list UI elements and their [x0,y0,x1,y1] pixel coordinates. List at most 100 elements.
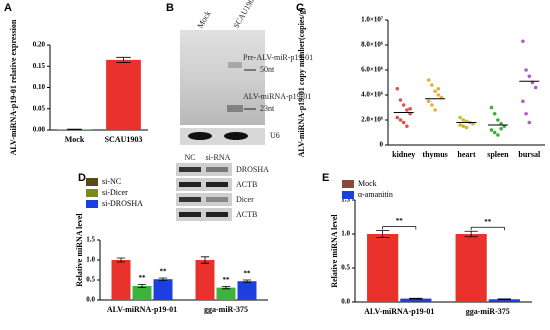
data-point [408,106,412,111]
data-point [398,118,403,122]
data-point [395,86,400,91]
y-tick-label: 0.5 [341,264,350,272]
y-tick-label: 1.5 [86,236,95,244]
data-point [499,126,503,131]
legend-label: α-amanitin [358,190,393,199]
legend-swatch [342,191,354,199]
significance: ** [223,276,231,284]
data-point [533,85,538,90]
bar [367,234,399,302]
control-label: U6 [270,131,280,140]
data-point [398,98,403,102]
error-bar [67,128,82,131]
x-tick-label: kidney [392,150,415,159]
data-point [464,125,469,130]
error-bar [376,230,390,238]
error-bar [497,298,511,301]
protein-label: Dicer [236,195,254,204]
blot-band [179,197,201,202]
bar [195,260,215,300]
y-tick-label: 0.10 [33,83,46,91]
data-point [521,99,525,104]
protein-label: ACTB [236,180,257,189]
data-point [436,86,441,91]
blot-band [206,197,228,202]
data-point [496,118,500,122]
legend-label: si-NC [102,177,121,186]
y-tick-label: 0.20 [33,41,46,49]
protein-label: DROSHA [236,165,269,174]
error-bar [116,56,131,63]
y-axis-label: ALV-miRNA-p19-01 relative expression [9,19,18,155]
data-point [524,111,528,116]
legend-swatch [86,200,98,208]
error-bar [221,286,231,290]
data-point [461,118,466,122]
y-tick-label: 0.0 [341,298,350,306]
data-point [401,103,406,107]
bar [132,286,152,300]
blot-band [227,105,243,112]
data-point [489,128,494,132]
y-axis-label: Relative miRNA level [75,213,84,287]
data-point [458,123,462,127]
legend-swatch [86,189,98,197]
y-tick-label: 0.0 [86,296,95,304]
data-point [461,124,466,129]
x-tick-label: gga-miR-375 [466,307,510,316]
data-point [492,111,497,116]
band-size: 50nt [260,65,275,74]
data-point [458,115,462,120]
y-tick-label: 1.0 [86,256,95,264]
error-bar [137,284,147,288]
y-tick-label: 1.0×10⁷ [361,16,383,24]
lane-label: Mock [196,9,213,30]
panel-label: C [296,2,304,14]
y-tick-label: 0.5 [86,276,95,284]
y-tick-label: 2.0×10⁶ [361,116,383,124]
data-point [527,74,532,79]
error-bar [409,297,423,300]
y-tick-label: 1.5 [341,196,350,204]
data-point [527,120,532,125]
data-point [524,68,528,72]
y-tick-label: 1.0 [341,230,350,238]
blot-band [188,132,212,140]
lane-label: SCAU1903 [232,0,258,30]
protein-label: ACTB [236,210,257,219]
y-tick-label: 0 [380,141,384,149]
blot-band [206,167,228,172]
x-tick-label: spleen [487,150,509,159]
legend-label: si-DROSHA [102,199,143,208]
data-point [489,105,494,110]
blot-band [224,132,248,140]
data-point [426,99,431,104]
y-tick-label: 0.00 [33,126,46,134]
legend-label: si-Dicer [102,188,128,197]
data-point [433,89,437,94]
data-point [521,39,525,44]
error-bar [158,277,168,281]
blot-band [206,182,228,187]
lane-label: NC [184,153,195,162]
lane-label: si-RNA [206,153,231,162]
blot-membrane [180,30,265,125]
blot-band [228,62,242,68]
x-tick-label: gga-miR-375 [204,305,248,314]
blot-b: Mock SCAU1903 Pre-ALV-miR-p19-01 50nt AL… [180,0,313,145]
y-tick-label: 0.15 [33,62,46,70]
legend-label: Mock [358,179,377,188]
blot-band [179,212,201,217]
x-tick-label: bursal [518,150,541,159]
bar [216,287,236,300]
data-point [430,83,434,87]
significance: ** [396,217,404,225]
y-axis-label: Relative miRNA level [330,214,339,288]
data-point [405,108,409,112]
blot-d: NC si-RNA DROSHA ACTB Dicer ACTB [176,153,269,221]
data-point [401,120,406,125]
data-point [426,78,431,82]
data-point [492,130,497,135]
blot-band [179,182,201,187]
